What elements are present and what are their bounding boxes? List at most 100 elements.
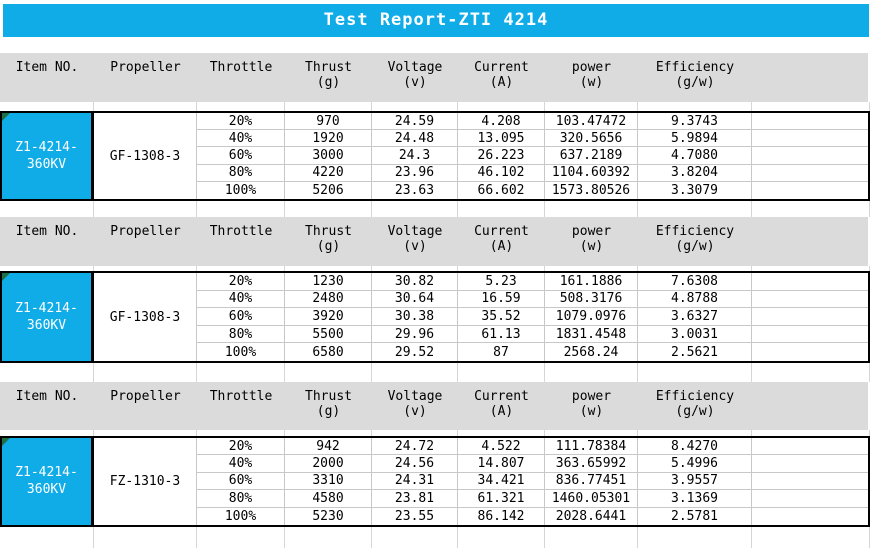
gridline [638, 266, 752, 271]
gridline [458, 527, 545, 548]
item-no-text: Z1-4214-360KV [15, 140, 78, 172]
header-label: Thrust [305, 224, 352, 239]
gridline [545, 201, 638, 217]
propeller-cell: FZ-1310-3 [94, 438, 197, 525]
throttle-cell: 100% [197, 181, 285, 199]
empty-cell [752, 147, 868, 165]
efficiency-cell: 9.3743 [638, 113, 752, 131]
power-cell: 2568.24 [545, 343, 638, 361]
power-cell: 1079.0976 [545, 308, 638, 326]
efficiency-cell: 5.9894 [638, 130, 752, 148]
power-cell: 836.77451 [545, 472, 638, 491]
data-table: Z1-4214-360KV GF-1308-3 20% 1230 30.82 5… [0, 271, 870, 363]
empty-cell [752, 490, 868, 508]
throttle-cell: 60% [197, 308, 285, 326]
throttle-cell: 20% [197, 273, 285, 291]
gridline [372, 102, 458, 111]
throttle-cell: 40% [197, 290, 285, 309]
current-cell: 4.208 [458, 113, 545, 131]
thrust-cell: 5206 [285, 181, 372, 199]
gridline [372, 430, 458, 436]
header-label: Current [474, 389, 529, 404]
header-unit: (A) [489, 239, 514, 254]
header-cell-efficiency: Efficiency (g/w) [638, 382, 752, 430]
header-unit: (g/w) [675, 75, 715, 90]
gridline [372, 527, 458, 548]
empty-cell [752, 165, 868, 182]
gridline [458, 201, 545, 217]
voltage-cell: 24.3 [372, 147, 458, 165]
header-cell-thrust: Thrust (g) [285, 217, 372, 266]
current-cell: 35.52 [458, 308, 545, 326]
gridline [197, 102, 285, 111]
gridline [94, 201, 197, 217]
grid-spacer-row [0, 430, 870, 436]
empty-cell [752, 473, 868, 491]
header-cell-throttle: Throttle [197, 382, 285, 430]
efficiency-cell: 3.6327 [638, 308, 752, 326]
header-unit: (g) [316, 239, 341, 254]
thrust-cell: 4220 [285, 164, 372, 182]
propeller-cell: GF-1308-3 [94, 113, 197, 199]
gridline [545, 527, 638, 548]
gridline [752, 201, 870, 217]
voltage-cell: 29.96 [372, 325, 458, 344]
gridline [458, 102, 545, 111]
gridline [545, 102, 638, 111]
voltage-cell: 23.81 [372, 490, 458, 508]
propeller-cell: GF-1308-3 [94, 273, 197, 361]
gridline [0, 527, 94, 548]
power-cell: 1104.60392 [545, 164, 638, 182]
throttle-cell: 60% [197, 147, 285, 165]
throttle-cell: 60% [197, 472, 285, 491]
efficiency-cell: 3.0031 [638, 325, 752, 344]
voltage-cell: 30.82 [372, 273, 458, 291]
gridline [638, 102, 752, 111]
current-cell: 87 [458, 343, 545, 361]
empty-cell [752, 438, 868, 456]
gridline [752, 266, 870, 271]
efficiency-cell: 8.4270 [638, 438, 752, 456]
gridline [94, 102, 197, 111]
current-cell: 86.142 [458, 507, 545, 525]
empty-cell [752, 455, 868, 473]
thrust-cell: 4580 [285, 490, 372, 508]
thrust-cell: 1230 [285, 273, 372, 291]
empty-cell [752, 273, 868, 291]
header-label: Voltage [387, 224, 443, 239]
gridline [0, 266, 94, 271]
throttle-cell: 80% [197, 490, 285, 508]
power-cell: 637.2189 [545, 147, 638, 165]
header-unit: (w) [579, 75, 604, 90]
current-cell: 34.421 [458, 472, 545, 491]
power-cell: 111.78384 [545, 438, 638, 456]
gridline [0, 363, 94, 382]
item-no-text: Z1-4214-360KV [15, 465, 78, 498]
power-cell: 161.1886 [545, 273, 638, 291]
header-label: power [571, 60, 612, 75]
throttle-cell: 40% [197, 130, 285, 148]
thrust-cell: 3000 [285, 147, 372, 165]
header-cell-throttle: Throttle [197, 53, 285, 102]
header-unit: (v) [403, 404, 427, 419]
throttle-cell: 100% [197, 507, 285, 525]
header-cell-propeller: Propeller [94, 382, 197, 430]
current-cell: 13.095 [458, 130, 545, 148]
gridline [197, 363, 285, 382]
column-header-row: Item NO. Propeller Throttle Thrust (g) Vo… [0, 382, 868, 430]
grid-spacer-row [0, 102, 870, 111]
item-no-text: Z1-4214-360KV [15, 301, 78, 333]
header-cell-empty [752, 53, 868, 102]
header-label: Efficiency [655, 224, 735, 239]
gridline [752, 102, 870, 111]
header-label: Efficiency [655, 60, 735, 75]
empty-cell [752, 326, 868, 344]
voltage-cell: 24.48 [372, 130, 458, 148]
header-cell-propeller: Propeller [94, 53, 197, 102]
empty-cell [752, 130, 868, 148]
header-cell-current: Current (A) [458, 53, 545, 102]
header-cell-item-no: Item NO. [0, 53, 94, 102]
grid-spacer-row [0, 266, 870, 271]
header-unit: (g/w) [675, 239, 715, 254]
